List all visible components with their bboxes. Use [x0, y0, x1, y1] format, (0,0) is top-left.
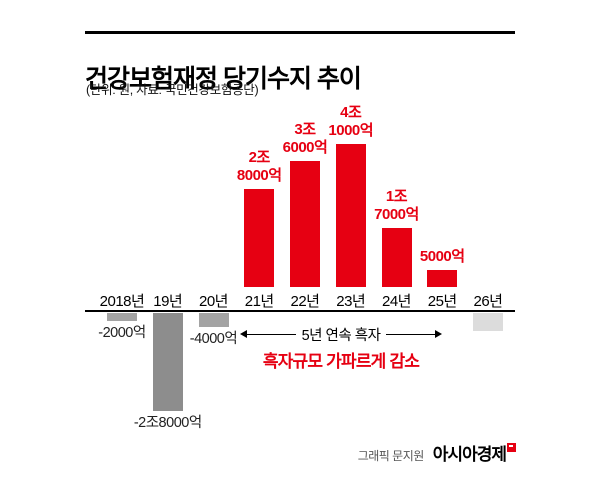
top-rule [85, 31, 515, 34]
arrow-left-icon [240, 330, 247, 338]
chart-unit-source-note: (단위: 원, 자료: 국민건강보험공단) [86, 83, 259, 97]
brand-logo: 아시아경제 [432, 443, 516, 464]
bar-value-label-21년: 2조 8000억 [236, 149, 282, 184]
bar-value-label-2018년: -2000억 [98, 325, 146, 341]
bar-value-label-25년: 5000억 [419, 247, 465, 265]
x-tick-20년: 20년 [199, 293, 229, 310]
bar-21년 [244, 189, 275, 287]
bar-value-label-19년: -2조8000억 [133, 415, 202, 431]
bar-24년 [381, 227, 412, 287]
x-tick-24년: 24년 [382, 293, 412, 310]
brand-name: 아시아경제 [432, 445, 507, 464]
graphic-credit: 그래픽 문지원 [357, 449, 425, 463]
x-tick-26년: 26년 [473, 293, 504, 310]
x-tick-25년: 25년 [427, 293, 458, 310]
bar-20년 [198, 313, 229, 327]
arrow-line-left [247, 333, 296, 335]
bar-2018년 [107, 313, 137, 321]
surplus-span-label: 5년 연속 흑자 [301, 327, 381, 344]
bar-value-label-22년: 3조 6000억 [282, 121, 328, 156]
x-tick-23년: 23년 [336, 293, 366, 310]
arrow-right-icon [435, 330, 443, 338]
x-axis-line [85, 310, 515, 312]
x-tick-2018년: 2018년 [99, 293, 145, 310]
x-tick-22년: 22년 [290, 293, 321, 310]
page-title: 건강보험재정 당기수지 추이 [85, 64, 362, 93]
surplus-decline-emphasis: 흑자규모 가파르게 감소 [262, 352, 420, 371]
surplus-span-annotation: 5년 연속 흑자 [240, 326, 443, 344]
bar-value-label-20년: -4000억 [189, 331, 238, 347]
bar-value-label-24년: 1조 7000억 [374, 187, 419, 223]
bar-19년 [152, 313, 183, 411]
x-tick-19년: 19년 [153, 293, 183, 310]
credit-footer: 그래픽 문지원 아시아경제 [357, 443, 516, 464]
bar-26년 [473, 313, 503, 331]
bar-value-label-23년: 4조 1000억 [328, 103, 374, 139]
bar-25년 [427, 269, 458, 287]
x-tick-21년: 21년 [244, 293, 275, 310]
arrow-line-right [386, 333, 436, 335]
asiae-red-square-logo-icon [507, 443, 516, 452]
bar-22년 [290, 161, 320, 287]
bar-23년 [335, 143, 366, 287]
